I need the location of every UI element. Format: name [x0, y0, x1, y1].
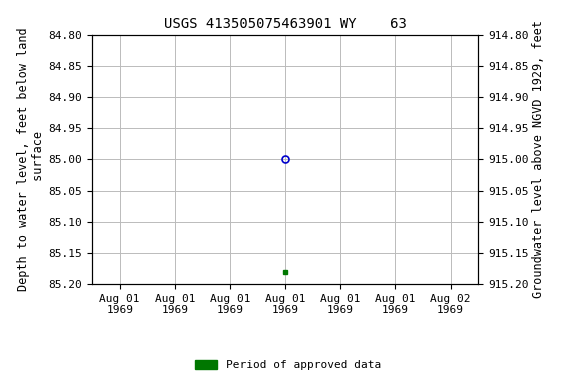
Title: USGS 413505075463901 WY    63: USGS 413505075463901 WY 63 — [164, 17, 407, 31]
Y-axis label: Groundwater level above NGVD 1929, feet: Groundwater level above NGVD 1929, feet — [532, 20, 545, 298]
Y-axis label: Depth to water level, feet below land
 surface: Depth to water level, feet below land su… — [17, 28, 44, 291]
Legend: Period of approved data: Period of approved data — [191, 356, 385, 375]
